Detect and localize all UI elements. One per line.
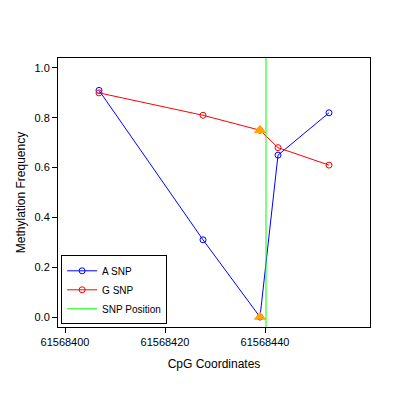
svg-text:1.0: 1.0 (35, 62, 50, 74)
svg-text:0.6: 0.6 (35, 161, 50, 173)
svg-text:0.4: 0.4 (35, 211, 50, 223)
svg-text:61568420: 61568420 (141, 336, 190, 348)
svg-text:SNP Position: SNP Position (102, 304, 161, 315)
svg-text:Methylation Frequency: Methylation Frequency (14, 132, 28, 253)
svg-text:G SNP: G SNP (102, 285, 133, 296)
svg-text:0.8: 0.8 (35, 112, 50, 124)
svg-text:A SNP: A SNP (102, 266, 132, 277)
svg-text:61568440: 61568440 (241, 336, 290, 348)
svg-text:CpG Coordinates: CpG Coordinates (168, 357, 261, 371)
svg-text:61568400: 61568400 (41, 336, 90, 348)
svg-text:0.0: 0.0 (35, 311, 50, 323)
svg-text:0.2: 0.2 (35, 261, 50, 273)
